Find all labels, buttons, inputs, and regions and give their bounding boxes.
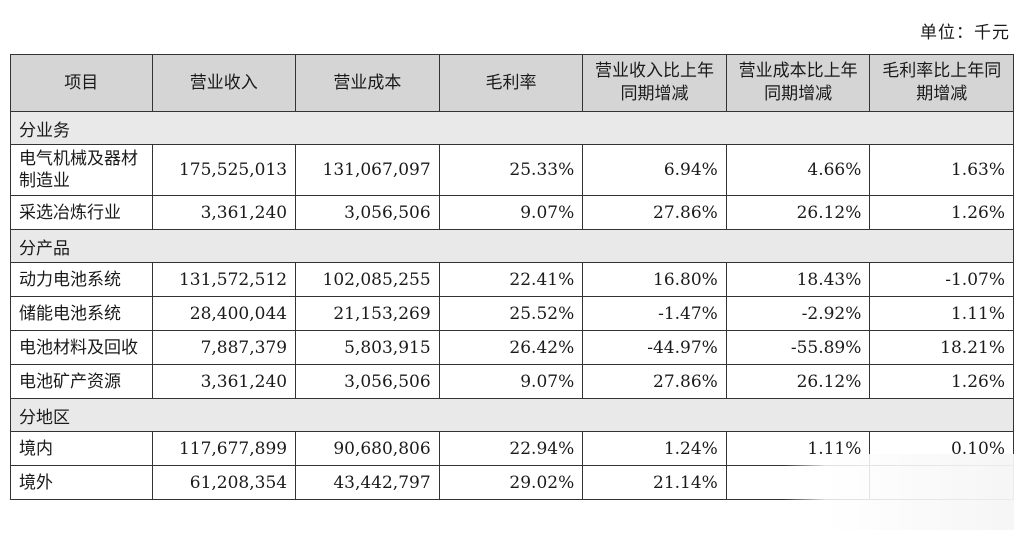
table-row: 电池材料及回收 7,887,379 5,803,915 26.42% -44.9… [10, 330, 1014, 365]
cell-gross-margin: 25.52% [438, 296, 584, 331]
cell-gross-margin-yoy: 1.11% [869, 296, 1014, 331]
header-revenue: 营业收入 [151, 54, 297, 112]
cell-revenue-yoy: -44.97% [582, 330, 727, 365]
cell-cost-yoy: 4.66% [725, 144, 871, 196]
cell-revenue: 28,400,044 [151, 296, 297, 331]
cell-revenue: 131,572,512 [151, 262, 297, 297]
cell-revenue: 3,361,240 [151, 364, 297, 399]
cell-revenue-yoy: 27.86% [582, 364, 727, 399]
cell-cost-yoy: 18.43% [725, 262, 871, 297]
cell-gross-margin-yoy: -1.07% [869, 262, 1014, 297]
table-row: 动力电池系统 131,572,512 102,085,255 22.41% 16… [10, 262, 1014, 297]
cell-revenue-yoy: -1.47% [582, 296, 727, 331]
cell-gross-margin: 29.02% [438, 465, 584, 500]
cell-gross-margin-yoy: 18.21% [869, 330, 1014, 365]
cell-item: 动力电池系统 [10, 262, 153, 297]
header-gross-margin: 毛利率 [438, 54, 584, 112]
cell-item: 采选冶炼行业 [10, 195, 153, 230]
cell-gross-margin-yoy: 1.26% [869, 364, 1014, 399]
cell-cost-yoy: -55.89% [725, 330, 871, 365]
cell-revenue-yoy: 1.24% [582, 431, 727, 466]
table-row: 采选冶炼行业 3,361,240 3,056,506 9.07% 27.86% … [10, 195, 1014, 230]
cell-item: 电气机械及器材制造业 [10, 144, 153, 196]
cell-revenue-yoy: 16.80% [582, 262, 727, 297]
cell-cost: 3,056,506 [295, 364, 440, 399]
cell-gross-margin: 22.41% [438, 262, 584, 297]
cell-cost: 21,153,269 [295, 296, 440, 331]
section-row: 分业务 [10, 111, 1014, 145]
cell-item: 境外 [10, 465, 153, 500]
cell-gross-margin-yoy: 0.10% [869, 431, 1014, 466]
cell-gross-margin: 9.07% [438, 364, 584, 399]
cell-item: 储能电池系统 [10, 296, 153, 331]
header-cost: 营业成本 [295, 54, 440, 112]
cell-revenue: 61,208,354 [151, 465, 297, 500]
table-row: 境内 117,677,899 90,680,806 22.94% 1.24% 1… [10, 431, 1014, 466]
table-row: 电气机械及器材制造业 175,525,013 131,067,097 25.33… [10, 144, 1014, 196]
header-gross-margin-yoy: 毛利率比上年同期增减 [869, 54, 1014, 112]
cell-cost-yoy: 26.12% [725, 195, 871, 230]
cell-revenue-yoy: 27.86% [582, 195, 727, 230]
cell-item: 电池矿产资源 [10, 364, 153, 399]
header-item: 项目 [10, 54, 153, 112]
section-title: 分业务 [10, 111, 1014, 145]
cell-revenue-yoy: 6.94% [582, 144, 727, 196]
section-row: 分产品 [10, 229, 1014, 263]
cell-gross-margin-yoy [869, 465, 1014, 500]
cell-gross-margin: 22.94% [438, 431, 584, 466]
table-header-row: 项目 营业收入 营业成本 毛利率 营业收入比上年同期增减 营业成本比上年同期增减… [10, 54, 1014, 112]
cell-revenue: 7,887,379 [151, 330, 297, 365]
cell-cost-yoy: 26.12% [725, 364, 871, 399]
cell-cost-yoy [725, 465, 871, 500]
cell-cost: 102,085,255 [295, 262, 440, 297]
cell-item: 电池材料及回收 [10, 330, 153, 365]
cell-gross-margin: 9.07% [438, 195, 584, 230]
cell-cost: 43,442,797 [295, 465, 440, 500]
table-row: 境外 61,208,354 43,442,797 29.02% 21.14% [10, 465, 1014, 500]
table-row: 电池矿产资源 3,361,240 3,056,506 9.07% 27.86% … [10, 364, 1014, 399]
cell-revenue: 117,677,899 [151, 431, 297, 466]
cell-item: 境内 [10, 431, 153, 466]
financial-table: 项目 营业收入 营业成本 毛利率 营业收入比上年同期增减 营业成本比上年同期增减… [10, 54, 1014, 500]
cell-revenue-yoy: 21.14% [582, 465, 727, 500]
header-cost-yoy: 营业成本比上年同期增减 [725, 54, 871, 112]
unit-label: 单位：千元 [920, 23, 1010, 43]
cell-cost: 3,056,506 [295, 195, 440, 230]
cell-revenue: 3,361,240 [151, 195, 297, 230]
cell-cost: 90,680,806 [295, 431, 440, 466]
table-row: 储能电池系统 28,400,044 21,153,269 25.52% -1.4… [10, 296, 1014, 331]
header-revenue-yoy: 营业收入比上年同期增减 [582, 54, 727, 112]
cell-cost-yoy: -2.92% [725, 296, 871, 331]
cell-gross-margin-yoy: 1.26% [869, 195, 1014, 230]
cell-gross-margin: 25.33% [438, 144, 584, 196]
section-title: 分产品 [10, 229, 1014, 263]
section-row: 分地区 [10, 398, 1014, 432]
cell-cost: 131,067,097 [295, 144, 440, 196]
section-title: 分地区 [10, 398, 1014, 432]
cell-cost: 5,803,915 [295, 330, 440, 365]
cell-gross-margin: 26.42% [438, 330, 584, 365]
cell-revenue: 175,525,013 [151, 144, 297, 196]
cell-gross-margin-yoy: 1.63% [869, 144, 1014, 196]
cell-cost-yoy: 1.11% [725, 431, 871, 466]
